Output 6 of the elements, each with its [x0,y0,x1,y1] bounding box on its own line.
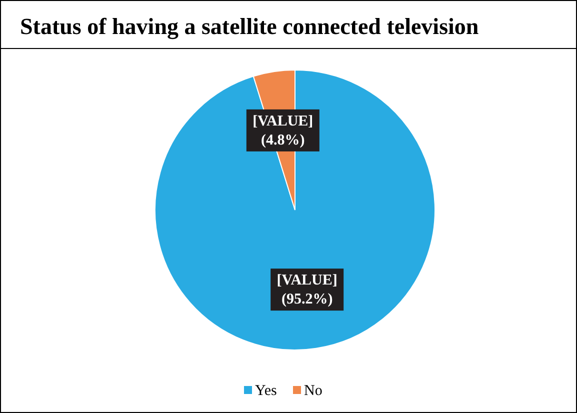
chart-title: Status of having a satellite connected television [20,14,479,40]
data-label: [VALUE] (4.8%) [252,113,314,148]
pie-slice [154,70,436,350]
legend-label: No [304,383,322,399]
legend-label: Yes [255,383,277,399]
data-label: [VALUE] (95.2%) [276,272,338,308]
